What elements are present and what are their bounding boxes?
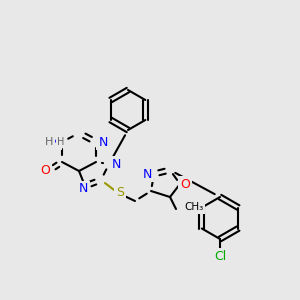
Text: H: H (57, 137, 64, 147)
Text: N: N (98, 136, 108, 148)
Text: N: N (142, 167, 152, 181)
Text: H: H (45, 137, 53, 147)
Text: CH₃: CH₃ (184, 202, 203, 212)
Text: N: N (111, 158, 121, 170)
Text: N: N (78, 182, 88, 196)
Text: O: O (180, 178, 190, 190)
Text: N: N (50, 136, 60, 148)
Text: O: O (40, 164, 50, 176)
Text: S: S (116, 187, 124, 200)
Text: Cl: Cl (214, 250, 226, 262)
